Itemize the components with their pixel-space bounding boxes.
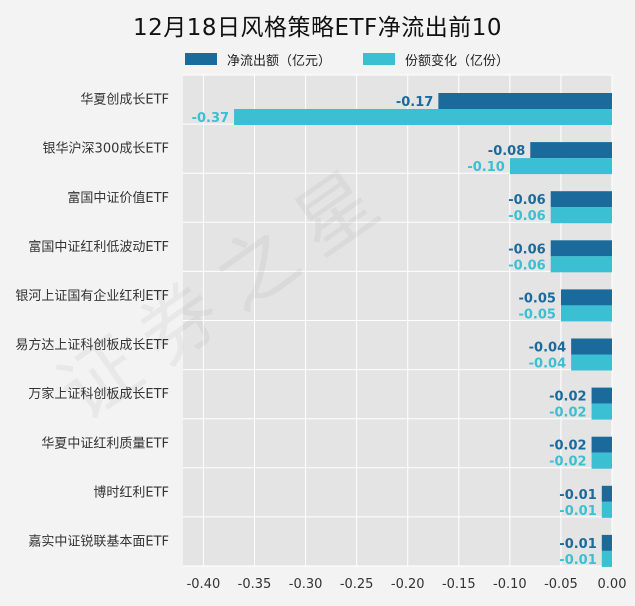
data-label-share-change: -0.37	[192, 111, 229, 126]
x-tick-label: -0.30	[289, 577, 323, 592]
data-label-share-change: -0.05	[518, 307, 555, 322]
bar-net-outflow	[601, 534, 612, 551]
x-tick-label: -0.40	[187, 577, 221, 592]
data-label-net-outflow: -0.06	[508, 193, 545, 208]
data-label-net-outflow: -0.02	[549, 439, 586, 454]
category-label: 富国中证红利低波动ETF	[28, 239, 169, 255]
category-label: 富国中证价值ETF	[67, 190, 169, 206]
bar-share-change	[234, 109, 613, 125]
data-label-share-change: -0.06	[508, 258, 545, 273]
data-label-share-change: -0.01	[559, 504, 596, 519]
data-label-share-change: -0.04	[529, 357, 566, 372]
bar-net-outflow	[550, 191, 612, 208]
category-label: 银河上证国有企业红利ETF	[15, 288, 169, 304]
data-label-net-outflow: -0.17	[396, 95, 433, 110]
bar-share-change	[509, 158, 612, 175]
x-tick-label: -0.15	[442, 577, 476, 592]
data-label-net-outflow: -0.01	[559, 537, 596, 552]
bar-share-change	[591, 403, 612, 420]
data-label-share-change: -0.01	[559, 553, 596, 568]
x-tick-label: -0.10	[493, 577, 527, 592]
legend-item-net-outflow: 净流出额（亿元）	[185, 49, 331, 69]
data-label-net-outflow: -0.02	[549, 390, 586, 405]
data-label-share-change: -0.10	[467, 160, 504, 175]
bar-net-outflow	[560, 289, 612, 306]
legend-label-net-outflow: 净流出额（亿元）	[227, 53, 332, 69]
bar-share-change	[591, 452, 612, 469]
category-label: 万家上证科创板成长ETF	[28, 386, 169, 402]
data-label-net-outflow: -0.01	[559, 488, 596, 503]
bar-net-outflow	[591, 436, 612, 453]
bar-net-outflow	[591, 387, 612, 404]
category-label: 银华沪深300成长ETF	[43, 141, 169, 157]
category-label: 华夏创成长ETF	[80, 93, 169, 108]
bar-net-outflow	[550, 240, 612, 257]
category-label: 华夏中证红利质量ETF	[41, 435, 169, 451]
legend-swatch-net-outflow	[185, 53, 217, 65]
bar-net-outflow	[438, 93, 612, 109]
bar-share-change	[550, 207, 612, 224]
chart-title: 12月18日风格策略ETF净流出前10	[132, 15, 503, 41]
category-label: 嘉实中证锐联基本面ETF	[28, 534, 169, 549]
bar-share-change	[601, 550, 612, 567]
bar-share-change	[550, 256, 612, 273]
bar-share-change	[601, 501, 612, 518]
legend-item-share-change: 份额变化（亿份）	[363, 49, 509, 69]
data-label-share-change: -0.02	[549, 455, 586, 470]
x-tick-label: -0.35	[238, 577, 272, 592]
data-label-net-outflow: -0.06	[508, 242, 545, 257]
data-label-net-outflow: -0.05	[518, 291, 555, 306]
legend-label-share-change: 份额变化（亿份）	[405, 53, 510, 69]
legend-swatch-share-change	[363, 53, 395, 65]
x-tick-label: -0.05	[544, 577, 578, 592]
legend: 净流出额（亿元） 份额变化（亿份）	[0, 49, 635, 69]
bar-net-outflow	[601, 485, 612, 502]
bar-share-change	[560, 305, 612, 322]
data-label-net-outflow: -0.04	[529, 341, 566, 356]
x-tick-label: -0.20	[391, 577, 425, 592]
data-label-share-change: -0.06	[508, 209, 545, 224]
bar-net-outflow	[571, 338, 612, 355]
data-label-share-change: -0.02	[549, 406, 586, 421]
bar-share-change	[571, 354, 612, 371]
x-tick-label: 0.00	[598, 577, 627, 592]
bar-net-outflow	[530, 142, 612, 159]
category-label: 易方达上证科创板成长ETF	[15, 337, 169, 353]
x-tick-label: -0.25	[340, 577, 374, 592]
category-label: 博时红利ETF	[93, 484, 169, 500]
data-label-net-outflow: -0.08	[488, 144, 525, 159]
